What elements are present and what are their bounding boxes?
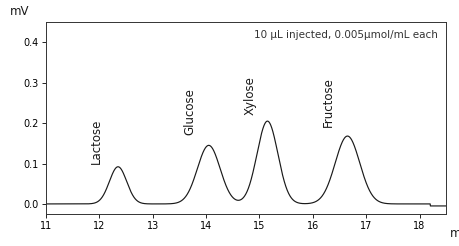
Text: Glucose: Glucose <box>183 88 196 135</box>
Text: Xylose: Xylose <box>243 76 256 115</box>
Text: Lactose: Lactose <box>90 118 103 164</box>
Text: Fructose: Fructose <box>322 77 335 127</box>
Text: min: min <box>449 228 459 240</box>
Text: mV: mV <box>10 5 29 18</box>
Text: 10 μL injected, 0.005μmol/mL each: 10 μL injected, 0.005μmol/mL each <box>254 30 437 40</box>
